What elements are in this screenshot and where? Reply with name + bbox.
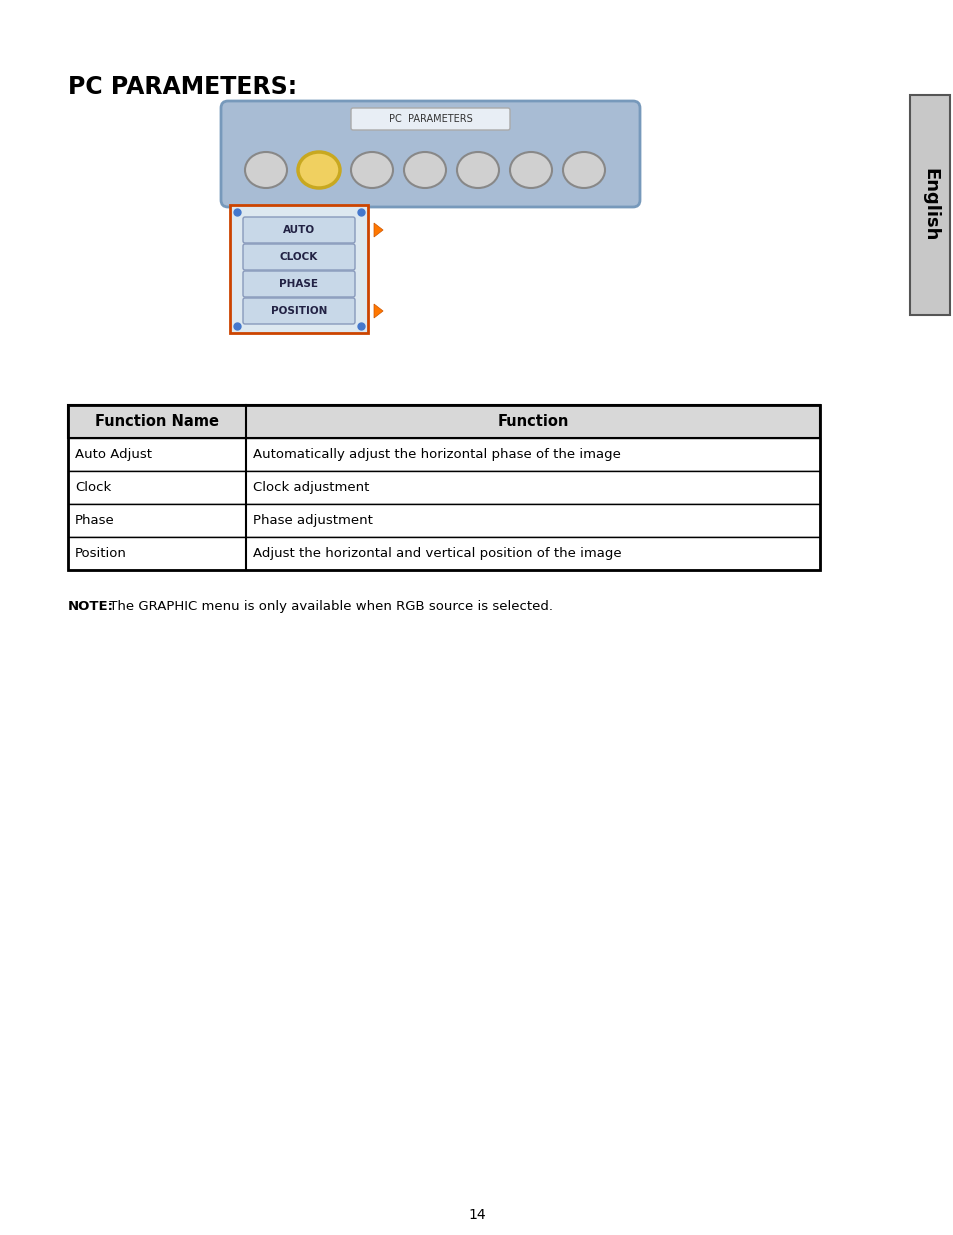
FancyBboxPatch shape bbox=[243, 270, 355, 296]
FancyBboxPatch shape bbox=[68, 471, 820, 504]
Ellipse shape bbox=[510, 152, 552, 188]
Ellipse shape bbox=[245, 152, 287, 188]
Text: POSITION: POSITION bbox=[271, 306, 327, 316]
Text: Function Name: Function Name bbox=[95, 414, 219, 429]
FancyBboxPatch shape bbox=[68, 438, 820, 471]
Text: PC  PARAMETERS: PC PARAMETERS bbox=[388, 114, 472, 124]
Text: AUTO: AUTO bbox=[283, 225, 314, 235]
Polygon shape bbox=[374, 224, 383, 237]
FancyBboxPatch shape bbox=[68, 504, 820, 537]
FancyBboxPatch shape bbox=[909, 95, 949, 315]
FancyBboxPatch shape bbox=[243, 245, 355, 270]
Ellipse shape bbox=[456, 152, 498, 188]
Text: Phase: Phase bbox=[75, 514, 114, 527]
Text: NOTE:: NOTE: bbox=[68, 600, 113, 613]
Text: Auto Adjust: Auto Adjust bbox=[75, 448, 152, 461]
Ellipse shape bbox=[562, 152, 604, 188]
Text: Automatically adjust the horizontal phase of the image: Automatically adjust the horizontal phas… bbox=[253, 448, 620, 461]
FancyBboxPatch shape bbox=[221, 101, 639, 207]
FancyBboxPatch shape bbox=[351, 107, 510, 130]
Text: Clock adjustment: Clock adjustment bbox=[253, 480, 369, 494]
FancyBboxPatch shape bbox=[243, 298, 355, 324]
Text: Adjust the horizontal and vertical position of the image: Adjust the horizontal and vertical posit… bbox=[253, 547, 621, 559]
Text: Function: Function bbox=[497, 414, 568, 429]
Ellipse shape bbox=[351, 152, 393, 188]
Polygon shape bbox=[374, 304, 383, 317]
Text: Phase adjustment: Phase adjustment bbox=[253, 514, 373, 527]
FancyBboxPatch shape bbox=[68, 405, 820, 438]
Text: Position: Position bbox=[75, 547, 127, 559]
Ellipse shape bbox=[403, 152, 446, 188]
Text: PHASE: PHASE bbox=[279, 279, 318, 289]
Text: The GRAPHIC menu is only available when RGB source is selected.: The GRAPHIC menu is only available when … bbox=[105, 600, 553, 613]
Text: PC PARAMETERS:: PC PARAMETERS: bbox=[68, 75, 296, 99]
FancyBboxPatch shape bbox=[230, 205, 368, 333]
FancyBboxPatch shape bbox=[243, 217, 355, 243]
Text: Clock: Clock bbox=[75, 480, 112, 494]
Text: 14: 14 bbox=[468, 1208, 485, 1221]
Text: CLOCK: CLOCK bbox=[279, 252, 317, 262]
Text: English: English bbox=[920, 168, 938, 242]
FancyBboxPatch shape bbox=[68, 537, 820, 571]
Ellipse shape bbox=[297, 152, 339, 188]
